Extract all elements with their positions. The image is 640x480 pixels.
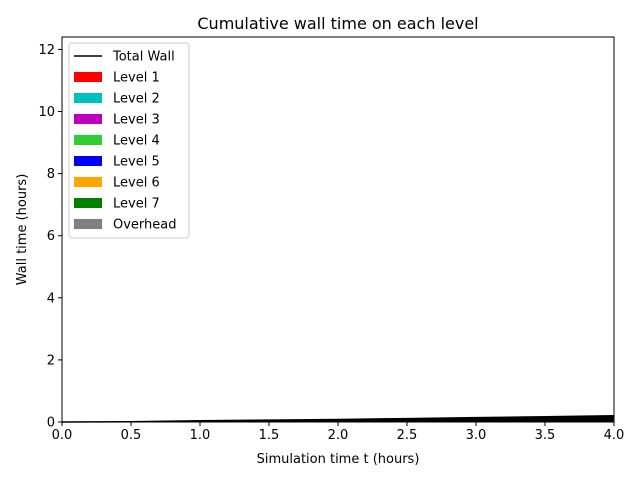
x-tick-label: 3.0: [466, 428, 487, 443]
plot-area: [61, 415, 615, 423]
legend-swatch: [74, 93, 102, 103]
legend-label: Total Wall: [112, 50, 175, 65]
y-tick-label: 10: [38, 105, 55, 120]
legend-swatch: [74, 219, 102, 229]
legend-swatch: [74, 114, 102, 124]
legend-swatch: [74, 198, 102, 208]
y-tick-label: 8: [47, 167, 55, 182]
y-tick-label: 2: [47, 353, 55, 368]
legend-label: Level 7: [113, 197, 160, 212]
x-tick-label: 2.0: [328, 428, 349, 443]
x-tick-label: 1.5: [259, 428, 280, 443]
legend-swatch: [74, 177, 102, 187]
y-axis: 0 2 4 6 8 10 12: [38, 43, 62, 431]
legend-label: Level 3: [113, 113, 160, 128]
total-wall-line: [61, 415, 615, 423]
x-axis: 0.0 0.5 1.0 1.5 2.0 2.5 3.0 3.5 4.0: [52, 422, 625, 443]
total-wall-area: [62, 415, 614, 422]
y-tick-label: 4: [47, 291, 55, 306]
y-tick-label: 6: [47, 229, 55, 244]
legend-swatch: [74, 156, 102, 166]
x-tick-label: 1.0: [190, 428, 211, 443]
legend-label: Level 4: [113, 134, 160, 149]
y-tick-label: 12: [38, 43, 55, 58]
legend-label: Level 1: [113, 71, 160, 86]
legend-label: Level 5: [113, 155, 160, 170]
chart-title: Cumulative wall time on each level: [197, 14, 478, 33]
x-tick-label: 0.5: [121, 428, 142, 443]
x-tick-label: 0.0: [52, 428, 73, 443]
x-tick-label: 3.5: [535, 428, 556, 443]
legend-swatch: [74, 72, 102, 82]
legend-label: Overhead: [113, 218, 177, 233]
legend-box: [68, 42, 190, 239]
legend: Total Wall Level 1 Level 2 Level 3 Level 4 Le…: [68, 42, 190, 239]
x-axis-label: Simulation time t (hours): [257, 452, 420, 467]
x-tick-label: 4.0: [604, 428, 625, 443]
y-axis-label: Wall time (hours): [15, 174, 30, 286]
legend-label: Level 2: [113, 92, 160, 107]
x-tick-label: 2.5: [397, 428, 418, 443]
legend-swatch: [74, 135, 102, 145]
y-tick-label: 0: [47, 416, 55, 431]
legend-label: Level 6: [113, 176, 160, 191]
